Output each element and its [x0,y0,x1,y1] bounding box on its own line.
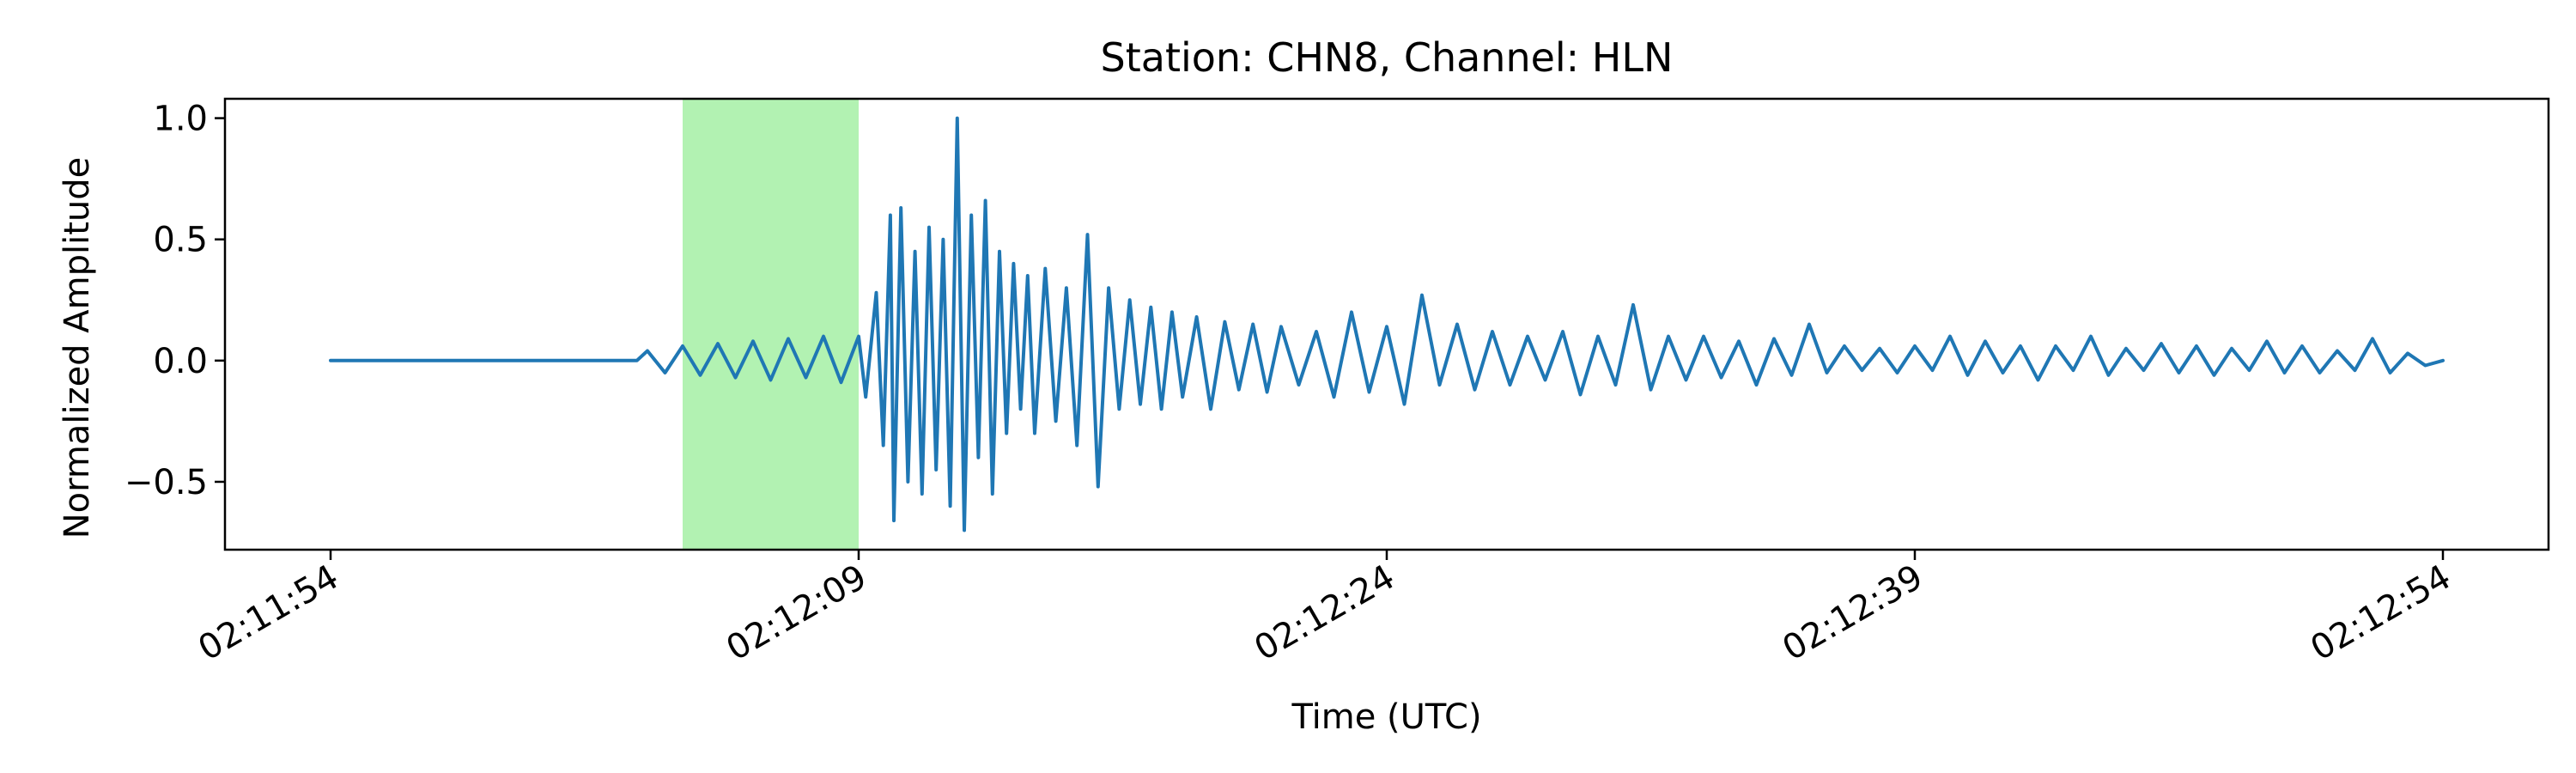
series-layer [329,116,2445,533]
y-tick-label: −0.5 [125,463,208,502]
y-tick-label: 0.5 [153,221,208,260]
chart-title: Station: CHN8, Channel: HLN [1101,34,1674,81]
series-line [329,116,2445,533]
y-axis: −0.5 0.0 0.5 1.0 [125,100,225,502]
highlight-window [683,99,859,550]
y-tick-label: 0.0 [153,342,208,381]
y-tick-label: 1.0 [153,100,208,139]
x-axis-label: Time (UTC) [1291,697,1481,737]
y-axis-label: Normalized Amplitude [58,157,97,539]
